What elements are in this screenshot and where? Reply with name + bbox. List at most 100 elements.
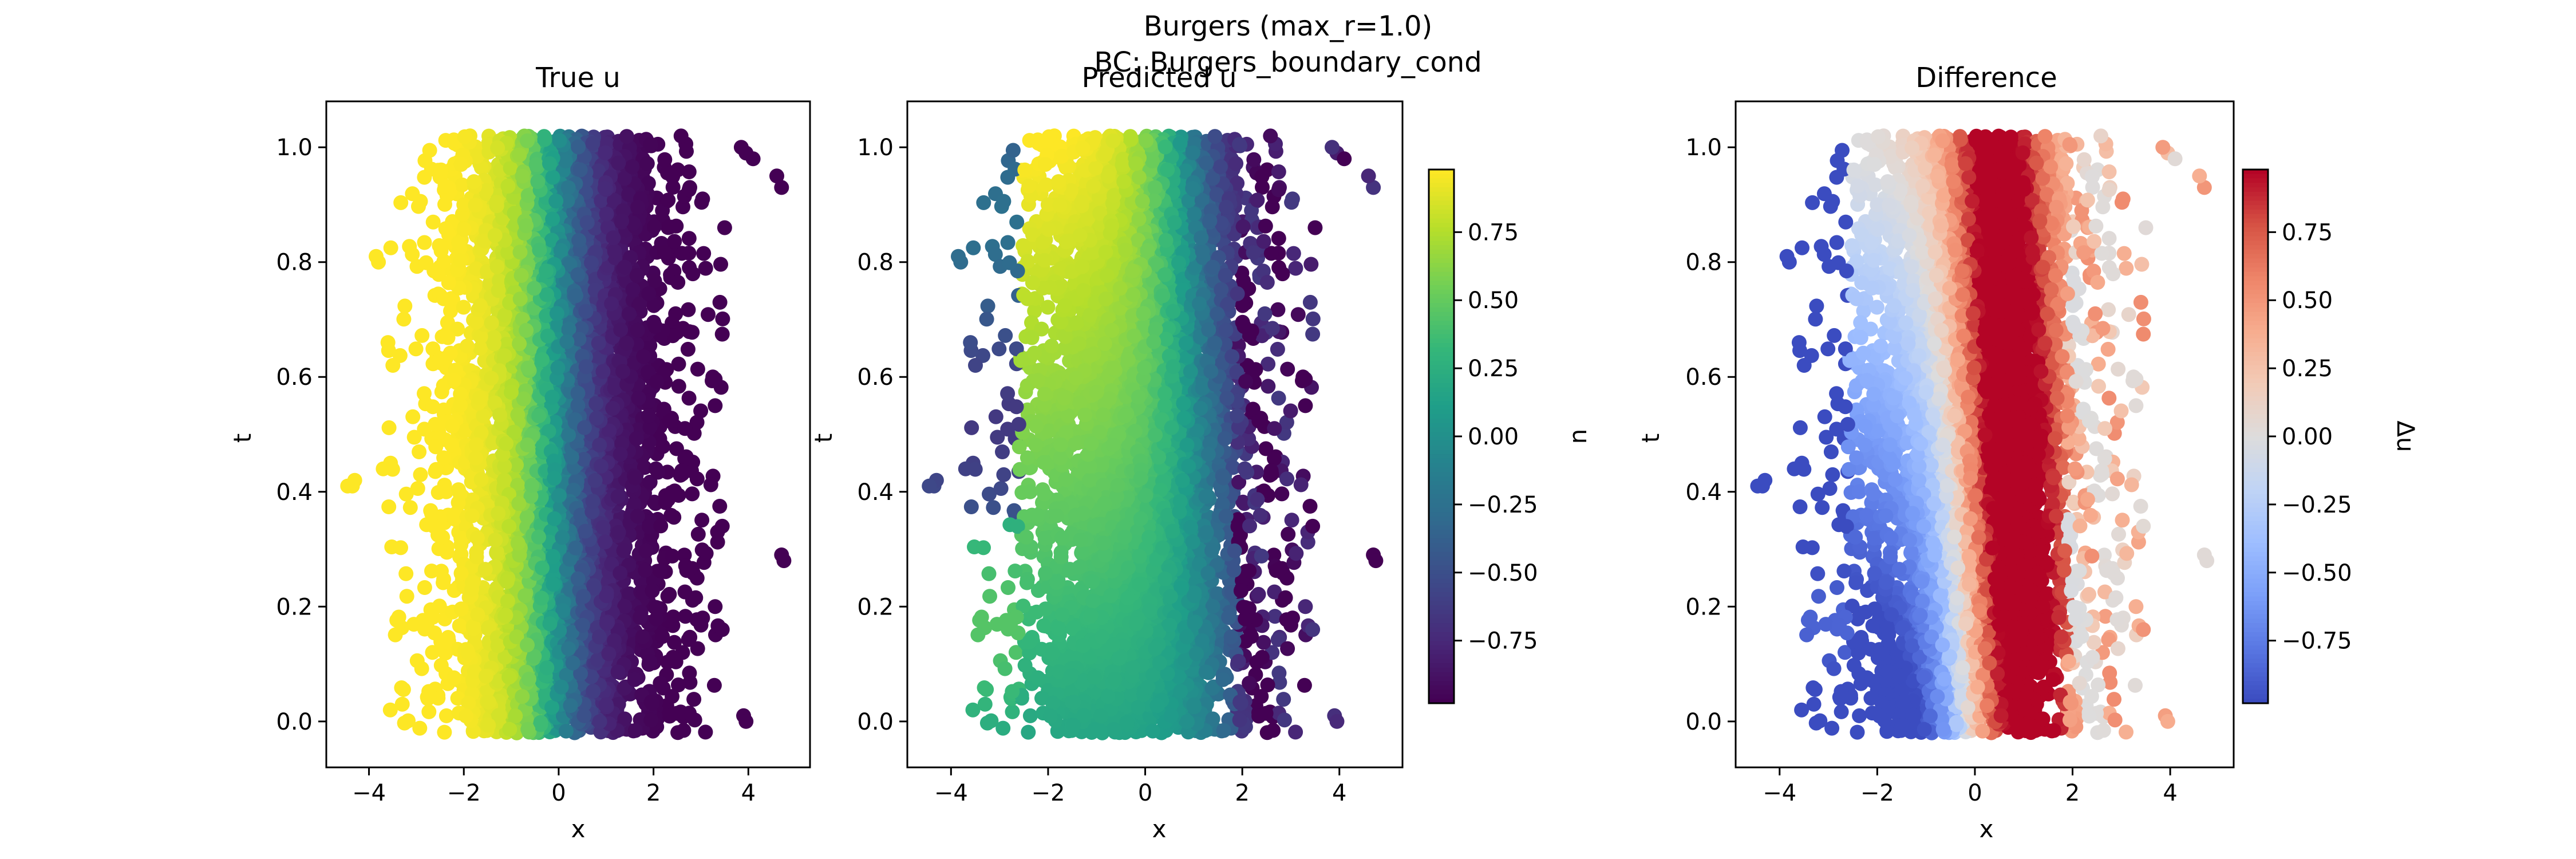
- data-point: [696, 246, 712, 261]
- data-point: [698, 724, 713, 740]
- data-point: [676, 723, 692, 738]
- data-point: [436, 291, 452, 306]
- data-point: [646, 494, 662, 510]
- data-point: [441, 275, 456, 290]
- data-point: [437, 724, 452, 740]
- data-point: [713, 257, 728, 272]
- data-point: [681, 182, 697, 198]
- panel-title: True u: [535, 62, 621, 94]
- data-point: [544, 389, 560, 405]
- data-point: [671, 379, 686, 394]
- data-point: [511, 496, 527, 511]
- data-point: [689, 612, 705, 628]
- data-point: [638, 562, 653, 578]
- data-point: [410, 481, 425, 496]
- data-point: [681, 164, 697, 179]
- data-point: [424, 564, 439, 579]
- data-point: [428, 417, 443, 432]
- data-point: [662, 413, 678, 429]
- data-point: [639, 156, 655, 171]
- data-point: [413, 194, 428, 209]
- data-point: [703, 477, 718, 492]
- data-point: [422, 143, 437, 158]
- data-point: [653, 563, 668, 578]
- data-point: [561, 427, 576, 443]
- data-point: [678, 609, 693, 624]
- data-point: [695, 191, 710, 207]
- data-point: [621, 306, 637, 322]
- data-point: [689, 471, 705, 487]
- data-point: [484, 316, 499, 331]
- data-point: [438, 708, 454, 723]
- data-point: [399, 589, 414, 604]
- data-point: [443, 304, 458, 318]
- data-point: [435, 530, 451, 545]
- data-point: [421, 684, 437, 699]
- data-point: [437, 178, 453, 194]
- data-point: [385, 358, 401, 373]
- data-point: [627, 723, 643, 738]
- data-point: [595, 364, 611, 379]
- data-point: [540, 328, 555, 344]
- data-point: [690, 361, 705, 377]
- data-point: [662, 708, 677, 724]
- data-point: [682, 665, 697, 681]
- data-point: [421, 704, 437, 719]
- data-point: [694, 513, 710, 528]
- data-point: [688, 590, 704, 605]
- data-point: [457, 129, 472, 144]
- data-point: [417, 580, 432, 595]
- data-point: [414, 661, 429, 676]
- data-point: [515, 689, 530, 704]
- data-point: [417, 170, 432, 185]
- data-point: [653, 676, 668, 691]
- data-point: [611, 525, 626, 540]
- data-point: [649, 374, 665, 389]
- data-point: [512, 147, 527, 163]
- data-point: [665, 549, 680, 564]
- data-point: [419, 617, 434, 633]
- data-point: [641, 408, 656, 424]
- data-point: [712, 499, 728, 514]
- data-point: [396, 682, 411, 697]
- data-point: [425, 399, 441, 415]
- data-point: [675, 321, 691, 336]
- data-point: [674, 463, 689, 479]
- data-point: [630, 509, 645, 524]
- data-point: [402, 500, 418, 515]
- data-point: [647, 219, 662, 234]
- data-point: [665, 180, 681, 195]
- data-point: [497, 472, 512, 488]
- data-point: [524, 478, 540, 493]
- data-point: [681, 391, 697, 406]
- data-point: [436, 575, 451, 590]
- data-point: [610, 489, 626, 505]
- data-point: [381, 499, 397, 514]
- data-point: [630, 199, 646, 215]
- data-point: [648, 461, 663, 476]
- data-point: [585, 136, 600, 151]
- data-point: [477, 562, 493, 577]
- data-point: [417, 235, 432, 250]
- data-point: [627, 672, 642, 687]
- data-point: [446, 508, 461, 523]
- data-point: [595, 519, 611, 535]
- data-point: [486, 336, 501, 352]
- data-point: [625, 282, 641, 297]
- data-point: [558, 153, 574, 169]
- data-point: [519, 322, 534, 338]
- data-point: [510, 407, 526, 423]
- data-point: [535, 352, 550, 368]
- data-point: [425, 214, 441, 230]
- data-point: [685, 266, 701, 282]
- data-point: [690, 526, 706, 542]
- data-point: [393, 195, 409, 210]
- data-point: [669, 218, 684, 234]
- data-point: [520, 133, 535, 148]
- data-point: [393, 540, 408, 555]
- data-point: [502, 722, 517, 737]
- data-point: [668, 306, 683, 321]
- scatter-points: [340, 128, 792, 740]
- data-point: [587, 473, 603, 488]
- data-point: [383, 240, 398, 255]
